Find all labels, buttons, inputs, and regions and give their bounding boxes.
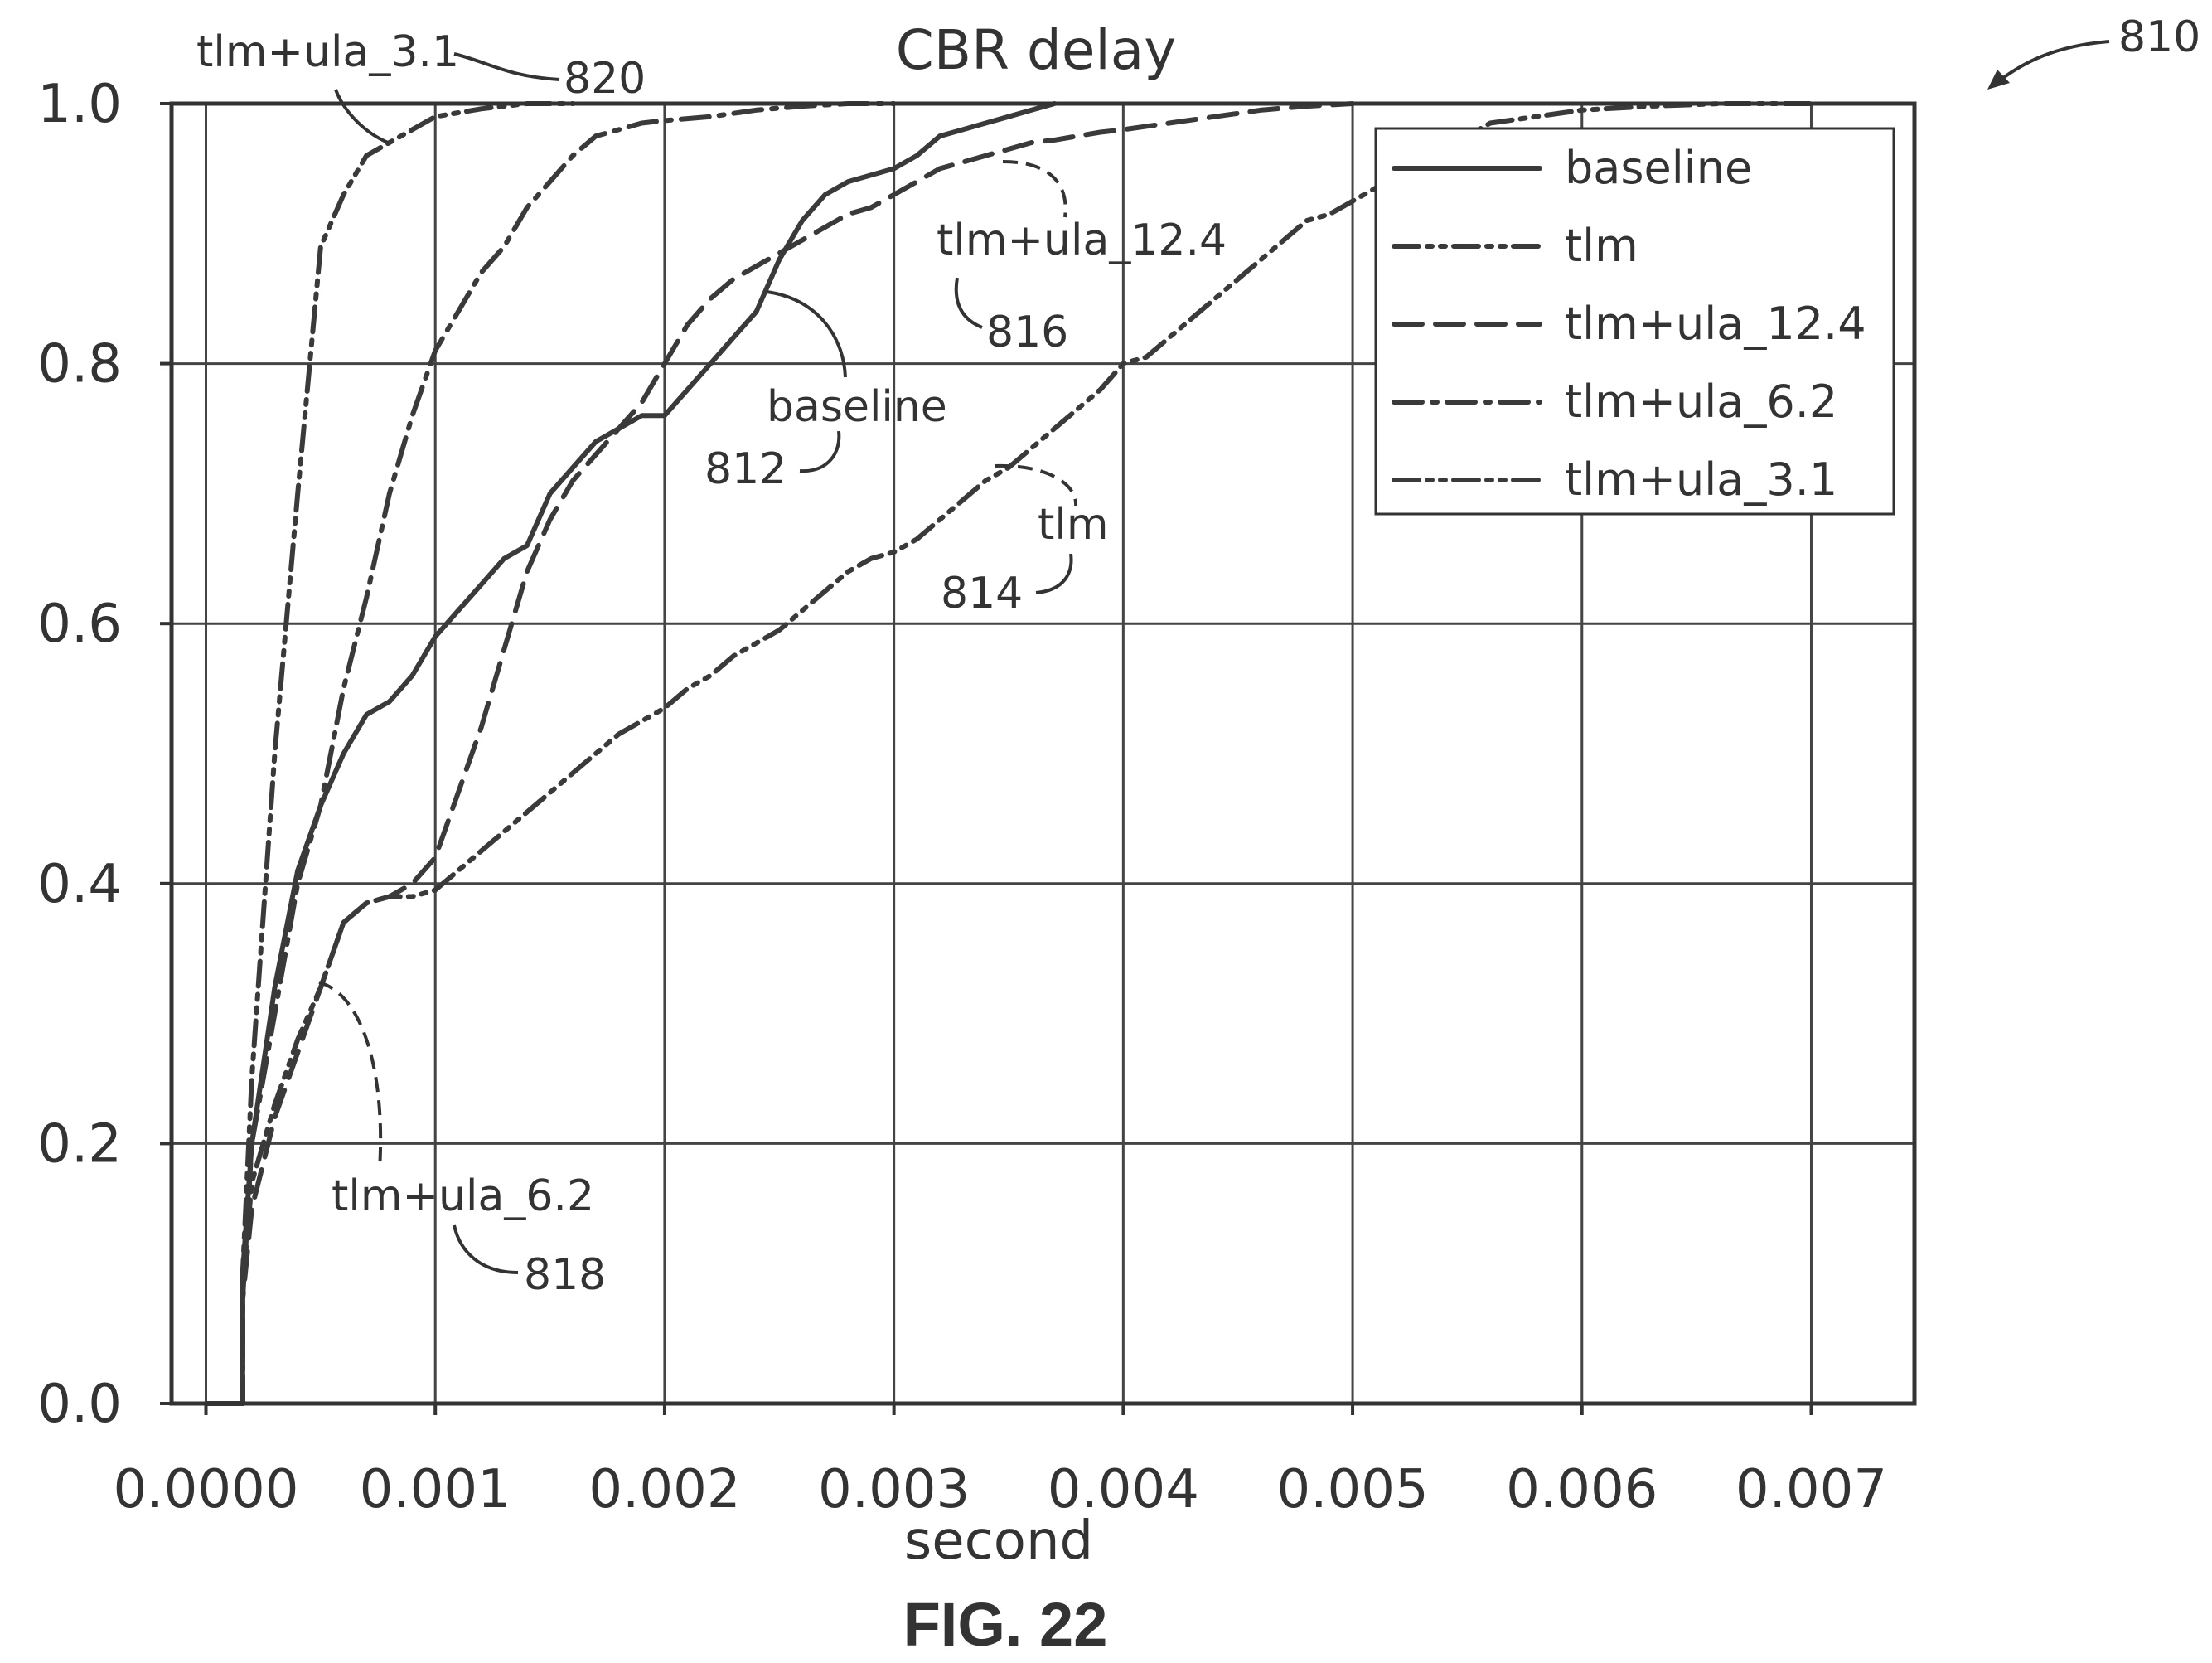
x-tick-label: 0.007 bbox=[1735, 1459, 1887, 1520]
annotation-ref-812: 812 bbox=[704, 444, 787, 494]
legend-label: baseline bbox=[1565, 142, 1752, 194]
y-tick-label: 0.2 bbox=[37, 1113, 122, 1175]
annotation-baseline: baseline 812 bbox=[704, 290, 947, 494]
leader-line-816 bbox=[954, 277, 983, 329]
leader-line-818 bbox=[453, 1224, 519, 1274]
series-line-tlm-ula-12-4 bbox=[240, 101, 1356, 1406]
legend-label: tlm+ula_12.4 bbox=[1565, 298, 1866, 350]
y-tick-label: 0.8 bbox=[37, 334, 122, 395]
annotation-ref-818: 818 bbox=[524, 1250, 606, 1300]
leader-line-tlm-ula-6-2 bbox=[318, 981, 383, 1170]
x-tick-label: 0.004 bbox=[1048, 1459, 1199, 1520]
x-tick-label: 0.005 bbox=[1276, 1459, 1428, 1520]
annotation-ref-816: 816 bbox=[986, 308, 1068, 357]
figure-ref-number: 810 bbox=[2118, 12, 2200, 62]
annotation-tlm-ula-3-1: tlm+ula_3.1 820 bbox=[196, 27, 646, 144]
legend-label: tlm+ula_6.2 bbox=[1565, 376, 1837, 428]
leader-line-tlm-ula-3-1 bbox=[334, 89, 389, 144]
annotation-tlm-ula-6-2: tlm+ula_6.2 818 bbox=[318, 981, 606, 1300]
series-line-tlm bbox=[240, 101, 1814, 1406]
annotation-ref-814: 814 bbox=[941, 569, 1023, 618]
annotation-label-baseline: baseline bbox=[767, 382, 947, 432]
plot-frame bbox=[169, 101, 1917, 1406]
legend-label: tlm+ula_3.1 bbox=[1565, 453, 1837, 506]
annotation-label-tlm-ula-12-4: tlm+ula_12.4 bbox=[937, 216, 1227, 265]
annotation-ref-820: 820 bbox=[564, 54, 646, 104]
annotation-tlm-ula-12-4: tlm+ula_12.4 816 bbox=[937, 160, 1227, 357]
figure-ref-arrowhead bbox=[1987, 70, 2010, 90]
annotation-tlm: tlm 814 bbox=[941, 463, 1109, 618]
x-tick-label: 0.001 bbox=[360, 1459, 511, 1520]
leader-line-tlm-ula-12-4 bbox=[1002, 160, 1067, 218]
leader-line-814 bbox=[1035, 553, 1073, 594]
x-tick-label: 0.003 bbox=[818, 1459, 970, 1520]
axis-ticks: 0.0000 0.001 0.002 0.003 0.004 0.005 0.006 0.00… bbox=[37, 74, 1887, 1520]
legend-label: tlm bbox=[1565, 220, 1638, 272]
y-tick-label: 0.0 bbox=[37, 1374, 122, 1435]
legend: baseline tlm tlm+ula_12.4 tlm+ula_6.2 tlm+ul… bbox=[1374, 127, 1895, 516]
leader-line-baseline bbox=[766, 290, 847, 378]
chart-title: CBR delay bbox=[896, 18, 1177, 82]
x-tick-label: 0.006 bbox=[1506, 1459, 1658, 1520]
legend-box bbox=[1374, 127, 1895, 516]
x-tick-label: 0.0000 bbox=[114, 1459, 299, 1520]
series-lines bbox=[203, 101, 1814, 1406]
y-tick-label: 1.0 bbox=[37, 74, 122, 135]
x-tick-label: 0.002 bbox=[588, 1459, 740, 1520]
leader-line-812 bbox=[799, 430, 841, 473]
y-tick-label: 0.6 bbox=[37, 594, 122, 655]
annotation-label-tlm: tlm bbox=[1038, 500, 1109, 550]
series-line-tlm-ula-3-1 bbox=[240, 101, 576, 1406]
x-axis-label: second bbox=[904, 1510, 1093, 1572]
annotation-label-tlm-ula-6-2: tlm+ula_6.2 bbox=[332, 1171, 594, 1221]
figure-caption: FIG. 22 bbox=[903, 1590, 1108, 1659]
y-tick-label: 0.4 bbox=[37, 854, 122, 915]
annotation-label-tlm-ula-3-1: tlm+ula_3.1 bbox=[196, 27, 459, 77]
series-line-tlm-ula-6-2 bbox=[240, 101, 897, 1406]
leader-line-820 bbox=[453, 52, 560, 81]
